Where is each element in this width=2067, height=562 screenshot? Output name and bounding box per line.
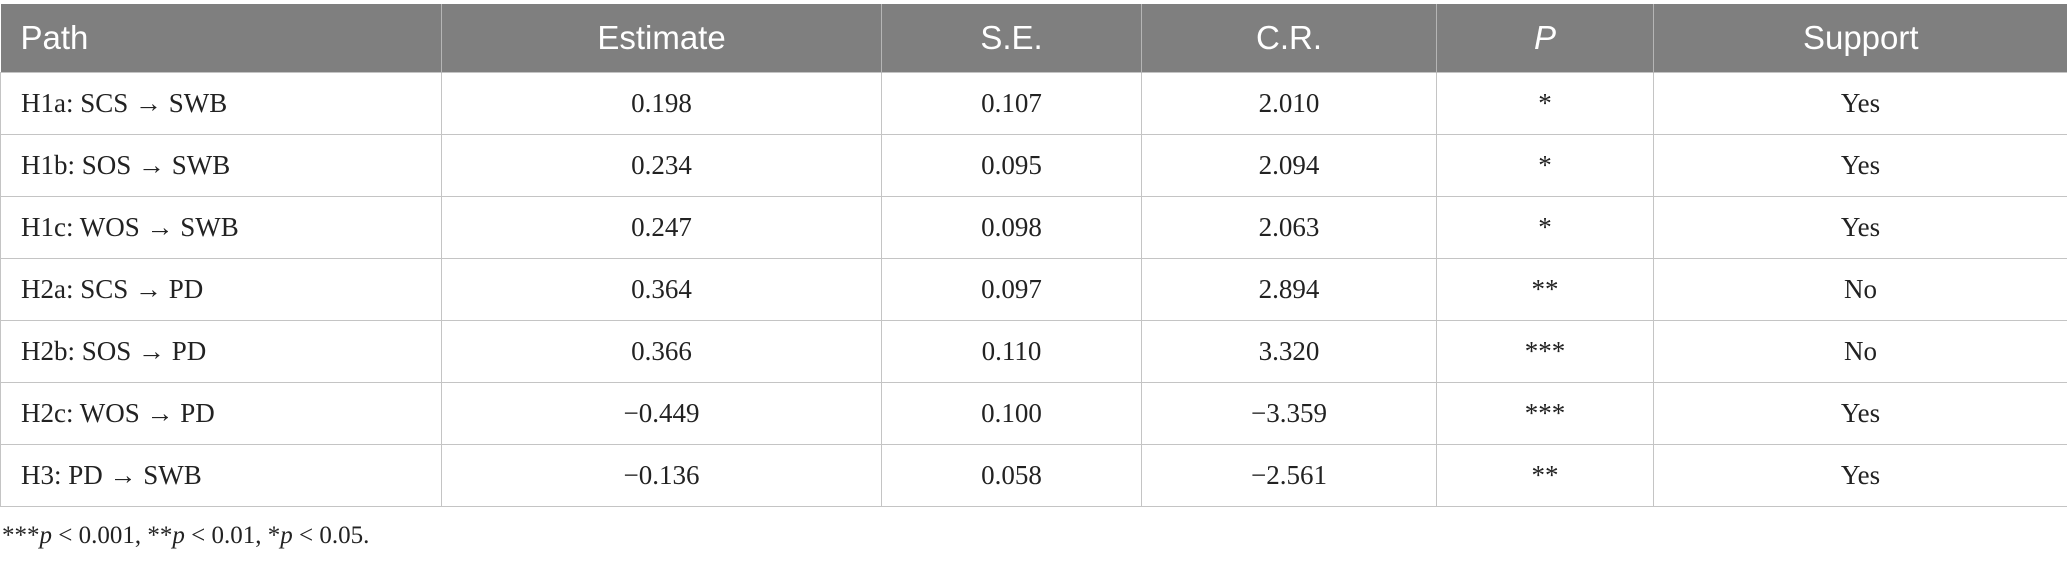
cell-support: No bbox=[1653, 320, 2067, 383]
table-row: H3: PD → SWB −0.136 0.058 −2.561 ** Yes bbox=[0, 444, 2067, 507]
cell-support: Yes bbox=[1653, 134, 2067, 197]
cell-support: Yes bbox=[1653, 72, 2067, 135]
footnote-part: < 0.01, * bbox=[184, 522, 281, 549]
table-row: H1c: WOS → SWB 0.247 0.098 2.063 * Yes bbox=[0, 196, 2067, 259]
cell-p: *** bbox=[1436, 382, 1654, 445]
cell-support: Yes bbox=[1653, 382, 2067, 445]
cell-cr: −2.561 bbox=[1141, 444, 1437, 507]
cell-cr: 2.063 bbox=[1141, 196, 1437, 259]
cell-cr: 2.010 bbox=[1141, 72, 1437, 135]
cell-cr: −3.359 bbox=[1141, 382, 1437, 445]
results-table-container: Path Estimate S.E. C.R. P Support H1a: S… bbox=[0, 4, 2067, 507]
cell-path: H2b: SOS → PD bbox=[0, 320, 442, 383]
cell-path: H1a: SCS → SWB bbox=[0, 72, 442, 135]
cell-estimate: 0.247 bbox=[441, 196, 882, 259]
footnote-part-italic: p bbox=[280, 522, 293, 549]
column-header-path: Path bbox=[0, 4, 442, 73]
header-row: Path Estimate S.E. C.R. P Support bbox=[0, 4, 2067, 73]
cell-estimate: −0.136 bbox=[441, 444, 882, 507]
cell-path: H3: PD → SWB bbox=[0, 444, 442, 507]
cell-estimate: 0.364 bbox=[441, 258, 882, 321]
cell-estimate: 0.366 bbox=[441, 320, 882, 383]
table-row: H2a: SCS → PD 0.364 0.097 2.894 ** No bbox=[0, 258, 2067, 321]
cell-cr: 3.320 bbox=[1141, 320, 1437, 383]
column-header-estimate: Estimate bbox=[441, 4, 882, 73]
cell-se: 0.058 bbox=[881, 444, 1142, 507]
column-header-support: Support bbox=[1653, 4, 2067, 73]
column-header-se: S.E. bbox=[881, 4, 1142, 73]
cell-path: H1c: WOS → SWB bbox=[0, 196, 442, 259]
cell-p: *** bbox=[1436, 320, 1654, 383]
cell-estimate: 0.234 bbox=[441, 134, 882, 197]
cell-estimate: −0.449 bbox=[441, 382, 882, 445]
cell-estimate: 0.198 bbox=[441, 72, 882, 135]
cell-p: ** bbox=[1436, 258, 1654, 321]
footnote-part: < 0.001, ** bbox=[52, 522, 173, 549]
table-row: H1b: SOS → SWB 0.234 0.095 2.094 * Yes bbox=[0, 134, 2067, 197]
cell-path: H2a: SCS → PD bbox=[0, 258, 442, 321]
cell-se: 0.097 bbox=[881, 258, 1142, 321]
column-header-cr: C.R. bbox=[1141, 4, 1437, 73]
cell-p: ** bbox=[1436, 444, 1654, 507]
footnote-part-italic: p bbox=[39, 522, 53, 549]
cell-se: 0.110 bbox=[881, 320, 1142, 383]
footnote-part: < 0.05. bbox=[292, 522, 370, 549]
cell-se: 0.095 bbox=[881, 134, 1142, 197]
cell-cr: 2.094 bbox=[1141, 134, 1437, 197]
table-footnote: ***p < 0.001, **p < 0.01, *p < 0.05. bbox=[2, 522, 369, 550]
cell-cr: 2.894 bbox=[1141, 258, 1437, 321]
cell-path: H2c: WOS → PD bbox=[0, 382, 442, 445]
cell-se: 0.100 bbox=[881, 382, 1142, 445]
table-row: H2b: SOS → PD 0.366 0.110 3.320 *** No bbox=[0, 320, 2067, 383]
cell-support: No bbox=[1653, 258, 2067, 321]
cell-p: * bbox=[1436, 134, 1654, 197]
footnote-part-italic: p bbox=[172, 522, 185, 549]
cell-p: * bbox=[1436, 196, 1654, 259]
path-results-table: Path Estimate S.E. C.R. P Support H1a: S… bbox=[0, 4, 2067, 507]
table-row: H1a: SCS → SWB 0.198 0.107 2.010 * Yes bbox=[0, 72, 2067, 135]
cell-support: Yes bbox=[1653, 196, 2067, 259]
column-header-p: P bbox=[1436, 4, 1654, 73]
cell-se: 0.098 bbox=[881, 196, 1142, 259]
cell-p: * bbox=[1436, 72, 1654, 135]
cell-support: Yes bbox=[1653, 444, 2067, 507]
cell-se: 0.107 bbox=[881, 72, 1142, 135]
table-row: H2c: WOS → PD −0.449 0.100 −3.359 *** Ye… bbox=[0, 382, 2067, 445]
cell-path: H1b: SOS → SWB bbox=[0, 134, 442, 197]
footnote-part: *** bbox=[2, 522, 40, 549]
